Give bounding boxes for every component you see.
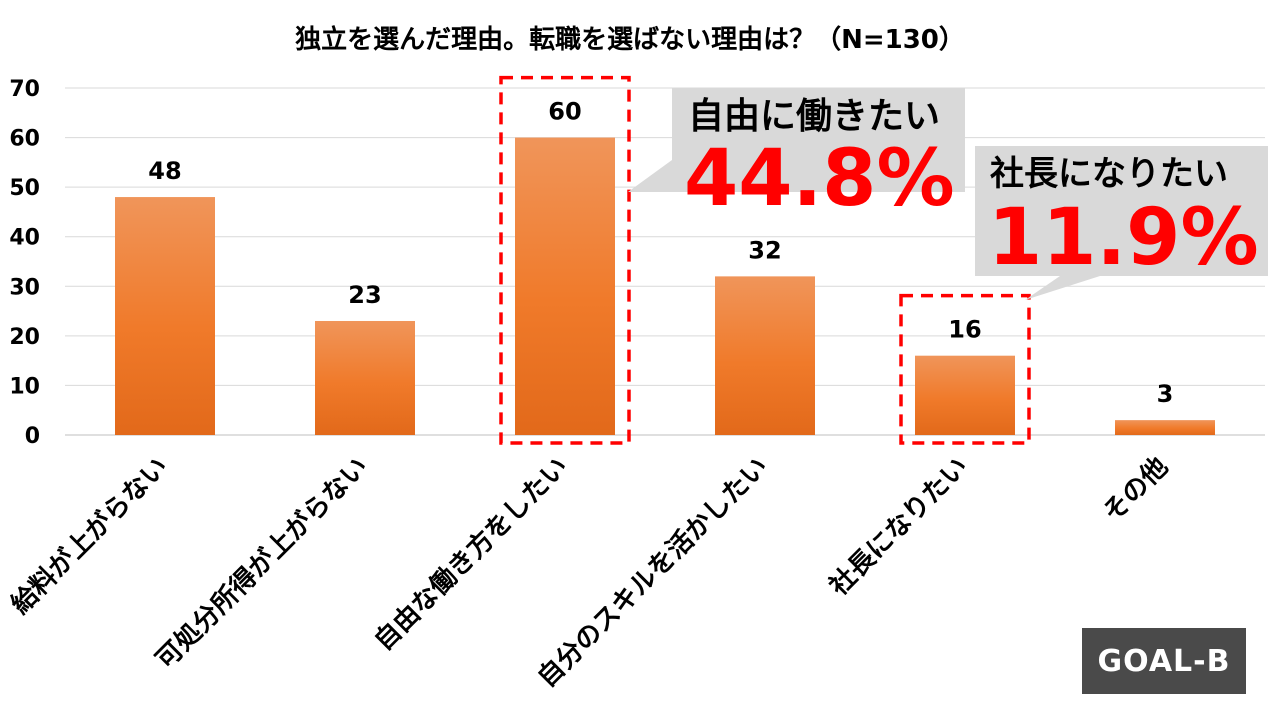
highlight-box <box>499 75 631 445</box>
bar-value-label: 23 <box>348 281 381 309</box>
category-label: 自由な働き方をしたい <box>368 451 574 657</box>
y-tick-label: 60 <box>9 127 40 152</box>
y-tick-label: 50 <box>9 176 40 201</box>
highlight-boxes <box>499 75 1031 445</box>
bar <box>915 355 1015 435</box>
callout-percent: 44.8% <box>684 134 955 224</box>
goal-b-logo: GOAL-B <box>1082 628 1246 694</box>
chart-title: 独立を選んだ理由。転職を選ばない理由は？（N=130） <box>295 24 965 55</box>
y-tick-label: 30 <box>9 275 40 300</box>
y-tick-label: 0 <box>25 424 40 449</box>
y-tick-label: 20 <box>9 325 40 350</box>
highlight-box <box>899 293 1031 445</box>
bar <box>1115 420 1215 435</box>
bar <box>115 197 215 435</box>
bar <box>515 137 615 436</box>
callout-label: 自由に働きたい <box>688 96 940 137</box>
category-label: 自分のスキルを活かしたい <box>531 451 774 694</box>
callout-label: 社長になりたい <box>990 154 1228 194</box>
y-tick-label: 40 <box>9 226 40 251</box>
y-axis-ticks: 0 10 20 30 40 50 60 70 <box>9 77 40 449</box>
callout-percent: 11.9% <box>988 193 1259 283</box>
category-label: 社長になりたい <box>823 451 974 602</box>
bar <box>315 320 415 435</box>
bar <box>715 276 815 435</box>
bars <box>115 137 1215 436</box>
bar-value-label: 16 <box>948 316 981 344</box>
category-label: 給料が上がらない <box>5 451 174 620</box>
bar-value-label: 48 <box>148 157 181 185</box>
bar-value-labels: 48 23 60 32 16 3 <box>148 98 1173 409</box>
bar-value-label: 60 <box>548 98 581 126</box>
category-labels: 給料が上がらない可処分所得が上がらない自由な働き方をしたい自分のスキルを活かした… <box>5 451 1174 694</box>
bar-value-label: 32 <box>748 236 781 264</box>
y-tick-label: 70 <box>9 77 40 102</box>
category-label: 可処分所得が上がらない <box>150 451 374 675</box>
callout-bubble <box>628 88 965 192</box>
category-label: その他 <box>1098 452 1174 528</box>
callout-bubble <box>975 146 1268 300</box>
y-tick-label: 10 <box>9 374 40 399</box>
bar-value-label: 3 <box>1157 380 1174 408</box>
